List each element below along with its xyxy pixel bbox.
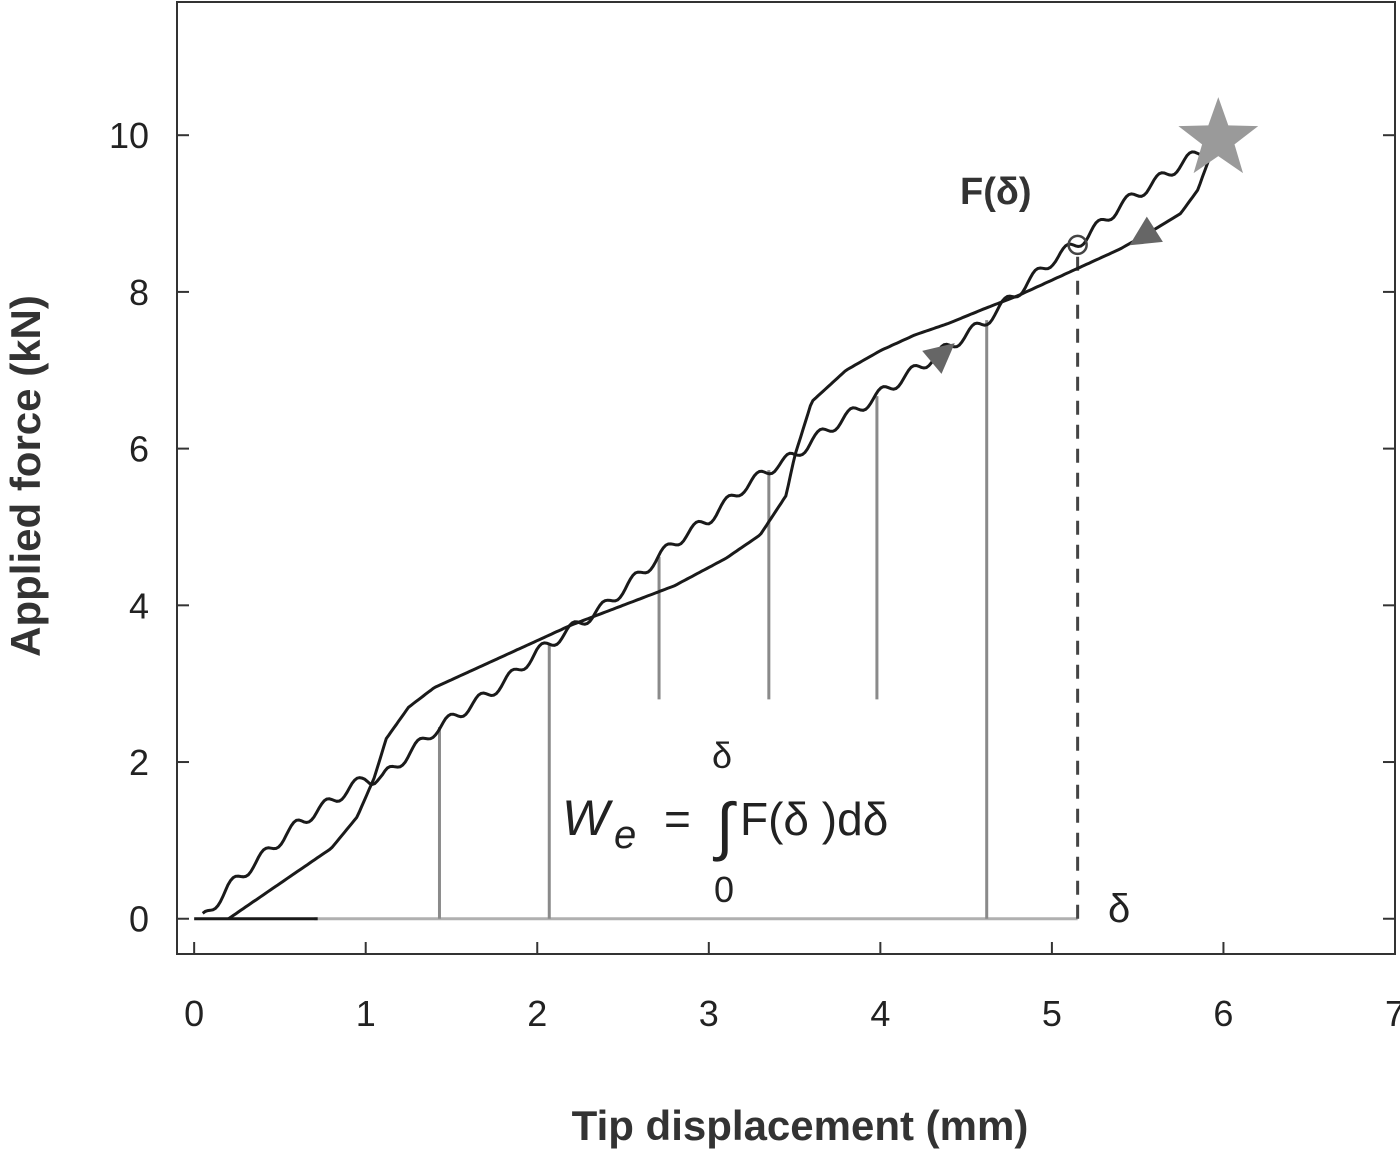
y-tick-label: 0 bbox=[129, 899, 149, 940]
x-axis-ticks: 0 1 2 3 4 5 6 7 bbox=[184, 942, 1400, 1034]
area-hatch-lines bbox=[437, 320, 989, 919]
y-tick-label: 2 bbox=[129, 742, 149, 783]
series-line-wavy bbox=[201, 140, 1217, 915]
formula-integral: ∫ bbox=[712, 790, 737, 862]
series-line-s-shaped bbox=[227, 142, 1217, 920]
x-tick-label: 4 bbox=[870, 993, 890, 1034]
delta-axis-label: δ bbox=[1108, 887, 1130, 931]
x-tick-label: 6 bbox=[1213, 993, 1233, 1034]
x-tick-label: 5 bbox=[1042, 993, 1062, 1034]
work-formula: W e = ∫ F(δ )dδ δ 0 bbox=[562, 735, 888, 910]
formula-sub: e bbox=[614, 813, 636, 857]
current-point-marker bbox=[1067, 234, 1088, 256]
peak-star-marker bbox=[1178, 97, 1259, 174]
x-tick-label: 3 bbox=[699, 993, 719, 1034]
formula-lhs: W bbox=[562, 790, 614, 846]
y-tick-label: 4 bbox=[129, 585, 149, 626]
y-axis-ticks: 0 2 4 6 8 10 bbox=[109, 115, 1395, 940]
unloading-arrow bbox=[1129, 216, 1163, 246]
x-tick-label: 1 bbox=[356, 993, 376, 1034]
curve-label: F(δ) bbox=[960, 171, 1032, 213]
x-tick-label: 0 bbox=[184, 993, 204, 1034]
y-tick-label: 6 bbox=[129, 429, 149, 470]
formula-upper-limit: δ bbox=[712, 735, 732, 776]
x-axis-title: Tip displacement (mm) bbox=[572, 1102, 1029, 1149]
formula-lower-limit: 0 bbox=[714, 869, 734, 910]
y-axis-title: Applied force (kN) bbox=[2, 295, 49, 657]
plot-frame bbox=[176, 1, 1396, 955]
x-tick-label: 2 bbox=[527, 993, 547, 1034]
y-tick-label: 10 bbox=[109, 115, 149, 156]
loading-arrow bbox=[922, 343, 955, 374]
x-tick-label: 7 bbox=[1385, 993, 1400, 1034]
y-tick-label: 8 bbox=[129, 272, 149, 313]
formula-eq: = bbox=[664, 793, 691, 845]
formula-body: F(δ )dδ bbox=[740, 793, 888, 845]
